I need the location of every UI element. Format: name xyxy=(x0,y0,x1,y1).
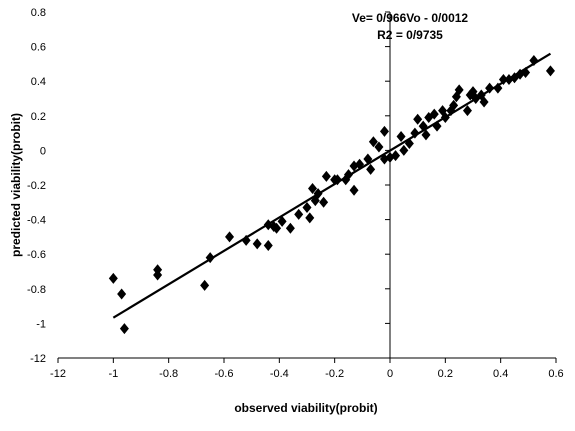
data-point xyxy=(418,120,428,132)
x-tick-label: 0.4 xyxy=(493,368,508,380)
y-tick-label: -0.6 xyxy=(27,249,46,261)
data-point xyxy=(117,288,127,300)
y-tick-label: 0.4 xyxy=(31,76,46,88)
equation-annotation: Ve= 0/966Vo - 0/0012 xyxy=(352,11,469,25)
data-point xyxy=(200,279,210,291)
data-point xyxy=(319,196,329,208)
data-point xyxy=(205,252,215,264)
data-point xyxy=(252,238,262,250)
trendline xyxy=(112,52,552,319)
axes xyxy=(57,11,557,363)
data-point xyxy=(421,129,431,141)
data-point xyxy=(153,269,163,281)
data-point xyxy=(355,158,365,170)
data-point xyxy=(485,82,495,94)
data-point xyxy=(391,150,401,162)
data-point xyxy=(321,170,331,182)
data-point xyxy=(344,169,353,181)
data-point xyxy=(363,153,373,165)
data-point xyxy=(349,184,359,196)
data-point xyxy=(498,73,508,85)
data-point xyxy=(263,240,273,252)
x-tick-label: -1 xyxy=(108,368,118,380)
y-tick-label: 0.8 xyxy=(31,7,46,19)
data-point xyxy=(493,82,503,94)
data-point xyxy=(440,112,450,124)
data-points xyxy=(108,54,555,335)
data-point xyxy=(449,99,459,111)
data-point xyxy=(432,120,442,132)
trendline-group xyxy=(112,52,552,319)
x-tick-label: 0 xyxy=(387,368,393,380)
y-tick-label: 0.2 xyxy=(31,111,46,123)
data-point xyxy=(225,231,235,243)
y-tick-label: 0.6 xyxy=(31,42,46,54)
x-tick-label: 0.2 xyxy=(438,368,453,380)
data-point xyxy=(396,131,406,143)
data-point xyxy=(429,108,439,120)
data-point xyxy=(305,212,315,224)
x-tick-label: -0.8 xyxy=(159,368,178,380)
data-point xyxy=(462,105,472,117)
y-axis-title: predicted viability(probit) xyxy=(9,113,23,257)
y-tick-label: -0.4 xyxy=(27,215,46,227)
data-point xyxy=(545,65,555,77)
data-point xyxy=(366,163,376,175)
x-tick-label: -0.6 xyxy=(215,368,234,380)
data-point xyxy=(119,323,129,335)
data-point xyxy=(332,174,342,186)
data-point xyxy=(413,113,423,125)
x-tick-label: -0.2 xyxy=(325,368,344,380)
data-point xyxy=(521,67,531,79)
data-point xyxy=(308,182,318,194)
y-tick-label: -0.2 xyxy=(27,180,46,192)
data-point xyxy=(313,188,323,200)
data-point xyxy=(108,272,118,284)
data-point xyxy=(454,84,464,96)
data-point xyxy=(379,125,389,137)
data-point xyxy=(302,201,312,213)
x-tick-label: -12 xyxy=(50,368,66,380)
x-tick-label: 0.6 xyxy=(548,368,563,380)
data-point xyxy=(374,141,384,153)
data-point xyxy=(277,215,287,227)
y-tick-label: -0.8 xyxy=(27,284,46,296)
r-squared-annotation: R2 = 0/9735 xyxy=(377,28,443,42)
data-point xyxy=(479,96,489,108)
data-point xyxy=(399,144,409,156)
tick-labels: -12 -1 -0.8 -0.6 -0.4 -0.2 0 0.2 0.4 0.6 -12 -1 -0.8… xyxy=(27,7,564,380)
x-axis-title: observed viability(probit) xyxy=(234,401,377,415)
data-point xyxy=(410,127,420,139)
data-point xyxy=(272,222,282,234)
y-tick-label: -12 xyxy=(30,353,46,365)
y-tick-label: 0 xyxy=(40,145,46,157)
x-tick-label: -0.4 xyxy=(270,368,289,380)
data-point xyxy=(285,222,295,234)
data-point xyxy=(241,234,251,246)
data-point xyxy=(404,137,414,149)
data-point xyxy=(368,136,378,148)
data-point xyxy=(294,208,304,220)
y-tick-label: -1 xyxy=(36,318,46,330)
data-point xyxy=(529,54,539,66)
